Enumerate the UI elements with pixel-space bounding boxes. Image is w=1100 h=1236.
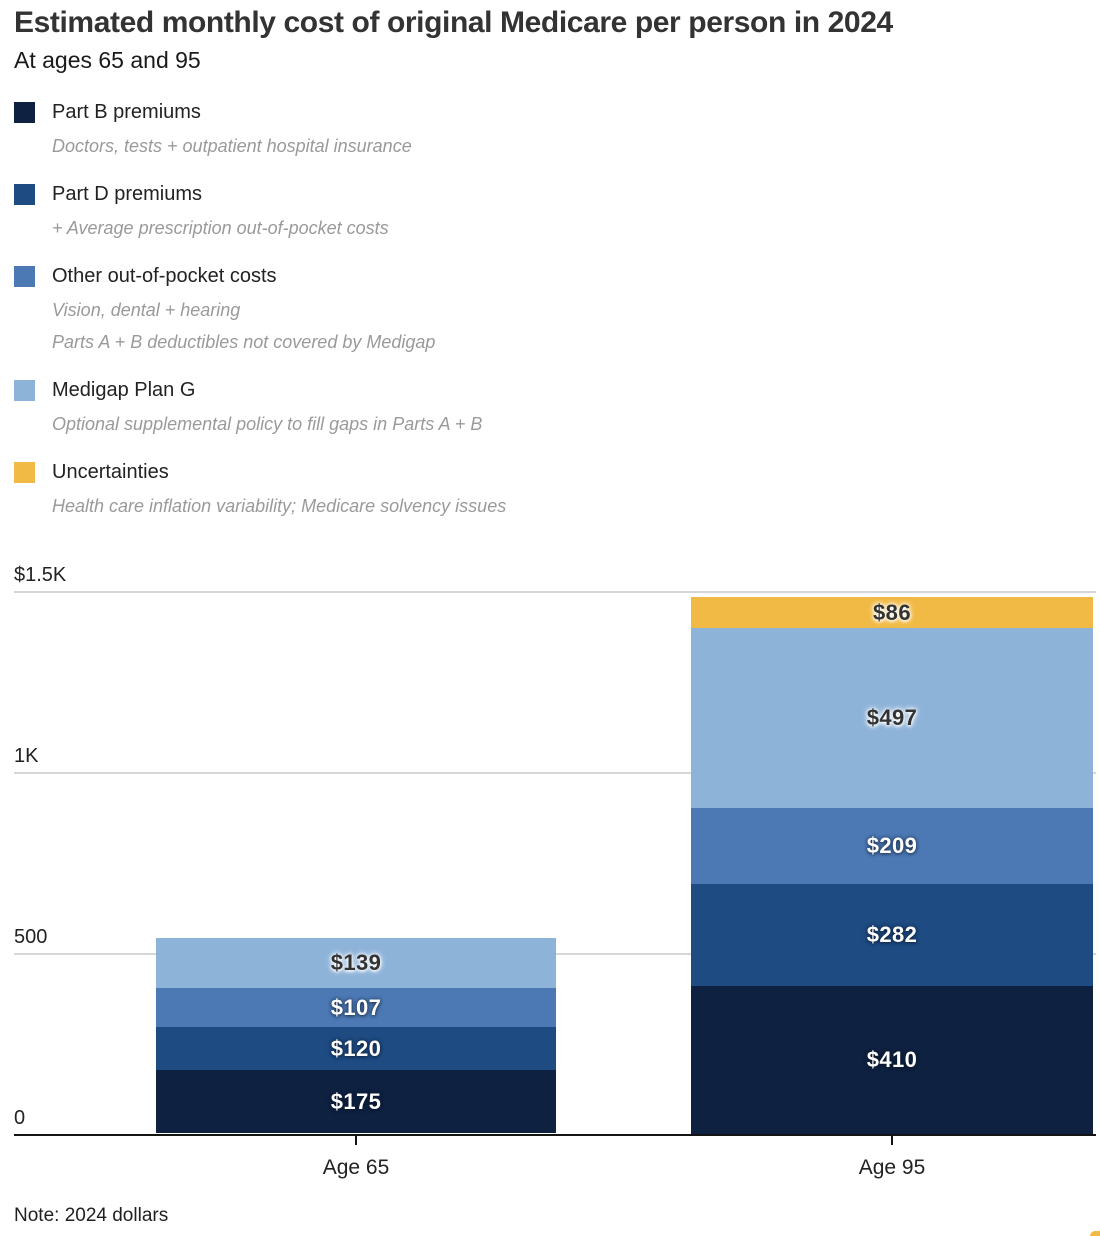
y-tick-label: 1K (14, 745, 39, 767)
x-tick (355, 1136, 357, 1145)
bar-segment-value-label: $107 (330, 994, 382, 1020)
x-axis-category-label: Age 95 (858, 1156, 926, 1179)
legend-swatch-icon (14, 266, 35, 287)
bar-segment: $120 (156, 1027, 556, 1070)
legend-swatch-icon (14, 380, 35, 401)
logo-fragment-icon (1090, 1231, 1100, 1236)
x-tick (891, 1136, 893, 1145)
legend: Part B premiums Doctors, tests + outpatie… (14, 100, 714, 542)
bar-segment-value-label: $139 (330, 950, 382, 975)
bar-age-65: $139 $107 $120 $175 (156, 938, 556, 1134)
x-axis-category-label: Age 65 (322, 1156, 390, 1179)
legend-swatch-icon (14, 462, 35, 483)
y-tick-label: 500 (14, 926, 48, 948)
chart-subtitle: At ages 65 and 95 (14, 47, 201, 73)
legend-sublabel: Doctors, tests + outpatient hospital ins… (52, 136, 412, 156)
bar-segment-value-label: $120 (330, 1035, 382, 1061)
legend-swatch-icon (14, 184, 35, 205)
legend-entry: Uncertainties Health care inflation varia… (14, 460, 714, 522)
legend-label: Other out-of-pocket costs (52, 265, 277, 287)
bar-segment: $410 (691, 986, 1093, 1134)
bar-segment: $86 (691, 597, 1093, 628)
legend-label: Part D premiums (52, 183, 203, 205)
legend-sublabel: + Average prescription out-of-pocket cos… (52, 218, 389, 238)
bar-segment: $107 (156, 988, 556, 1027)
gridline (14, 591, 1096, 593)
bar-segment: $497 (691, 628, 1093, 808)
legend-entry: Other out-of-pocket costs Vision, dental … (14, 264, 714, 358)
legend-swatch-icon (14, 102, 35, 123)
gridline (14, 772, 1096, 774)
bar-segment: $209 (691, 808, 1093, 884)
x-axis-line (14, 1134, 1096, 1136)
footnote: Note: 2024 dollars (14, 1205, 169, 1226)
legend-sublabel: Parts A + B deductibles not covered by M… (52, 332, 436, 352)
legend-label: Medigap Plan G (52, 379, 196, 401)
legend-entry: Part D premiums + Average prescription ou… (14, 182, 714, 244)
bar-segment: $282 (691, 884, 1093, 986)
bar-segment: $139 (156, 938, 556, 988)
y-tick-label: 0 (14, 1107, 26, 1129)
bar-segment-value-label: $410 (866, 1047, 918, 1072)
bar-age-95: $86 $497 $209 $282 $410 (691, 597, 1093, 1134)
legend-sublabel: Health care inflation variability; Medic… (52, 496, 507, 516)
legend-sublabel: Vision, dental + hearing (52, 300, 241, 320)
bar-segment-value-label: $175 (330, 1088, 382, 1114)
bar-segment-value-label: $86 (873, 599, 911, 625)
bar-segment-value-label: $209 (866, 833, 918, 858)
legend-entry: Medigap Plan G Optional supplemental poli… (14, 378, 714, 440)
legend-sublabel: Optional supplemental policy to fill gap… (52, 414, 483, 434)
legend-label: Uncertainties (52, 461, 169, 483)
bar-segment-value-label: $282 (866, 922, 918, 947)
legend-entry: Part B premiums Doctors, tests + outpatie… (14, 100, 714, 162)
bar-segment-value-label: $497 (866, 705, 918, 730)
chart-title: Estimated monthly cost of original Medic… (14, 6, 893, 39)
bar-segment: $175 (156, 1070, 556, 1133)
y-tick-label: $1.5K (14, 564, 67, 586)
legend-label: Part B premiums (52, 101, 201, 123)
